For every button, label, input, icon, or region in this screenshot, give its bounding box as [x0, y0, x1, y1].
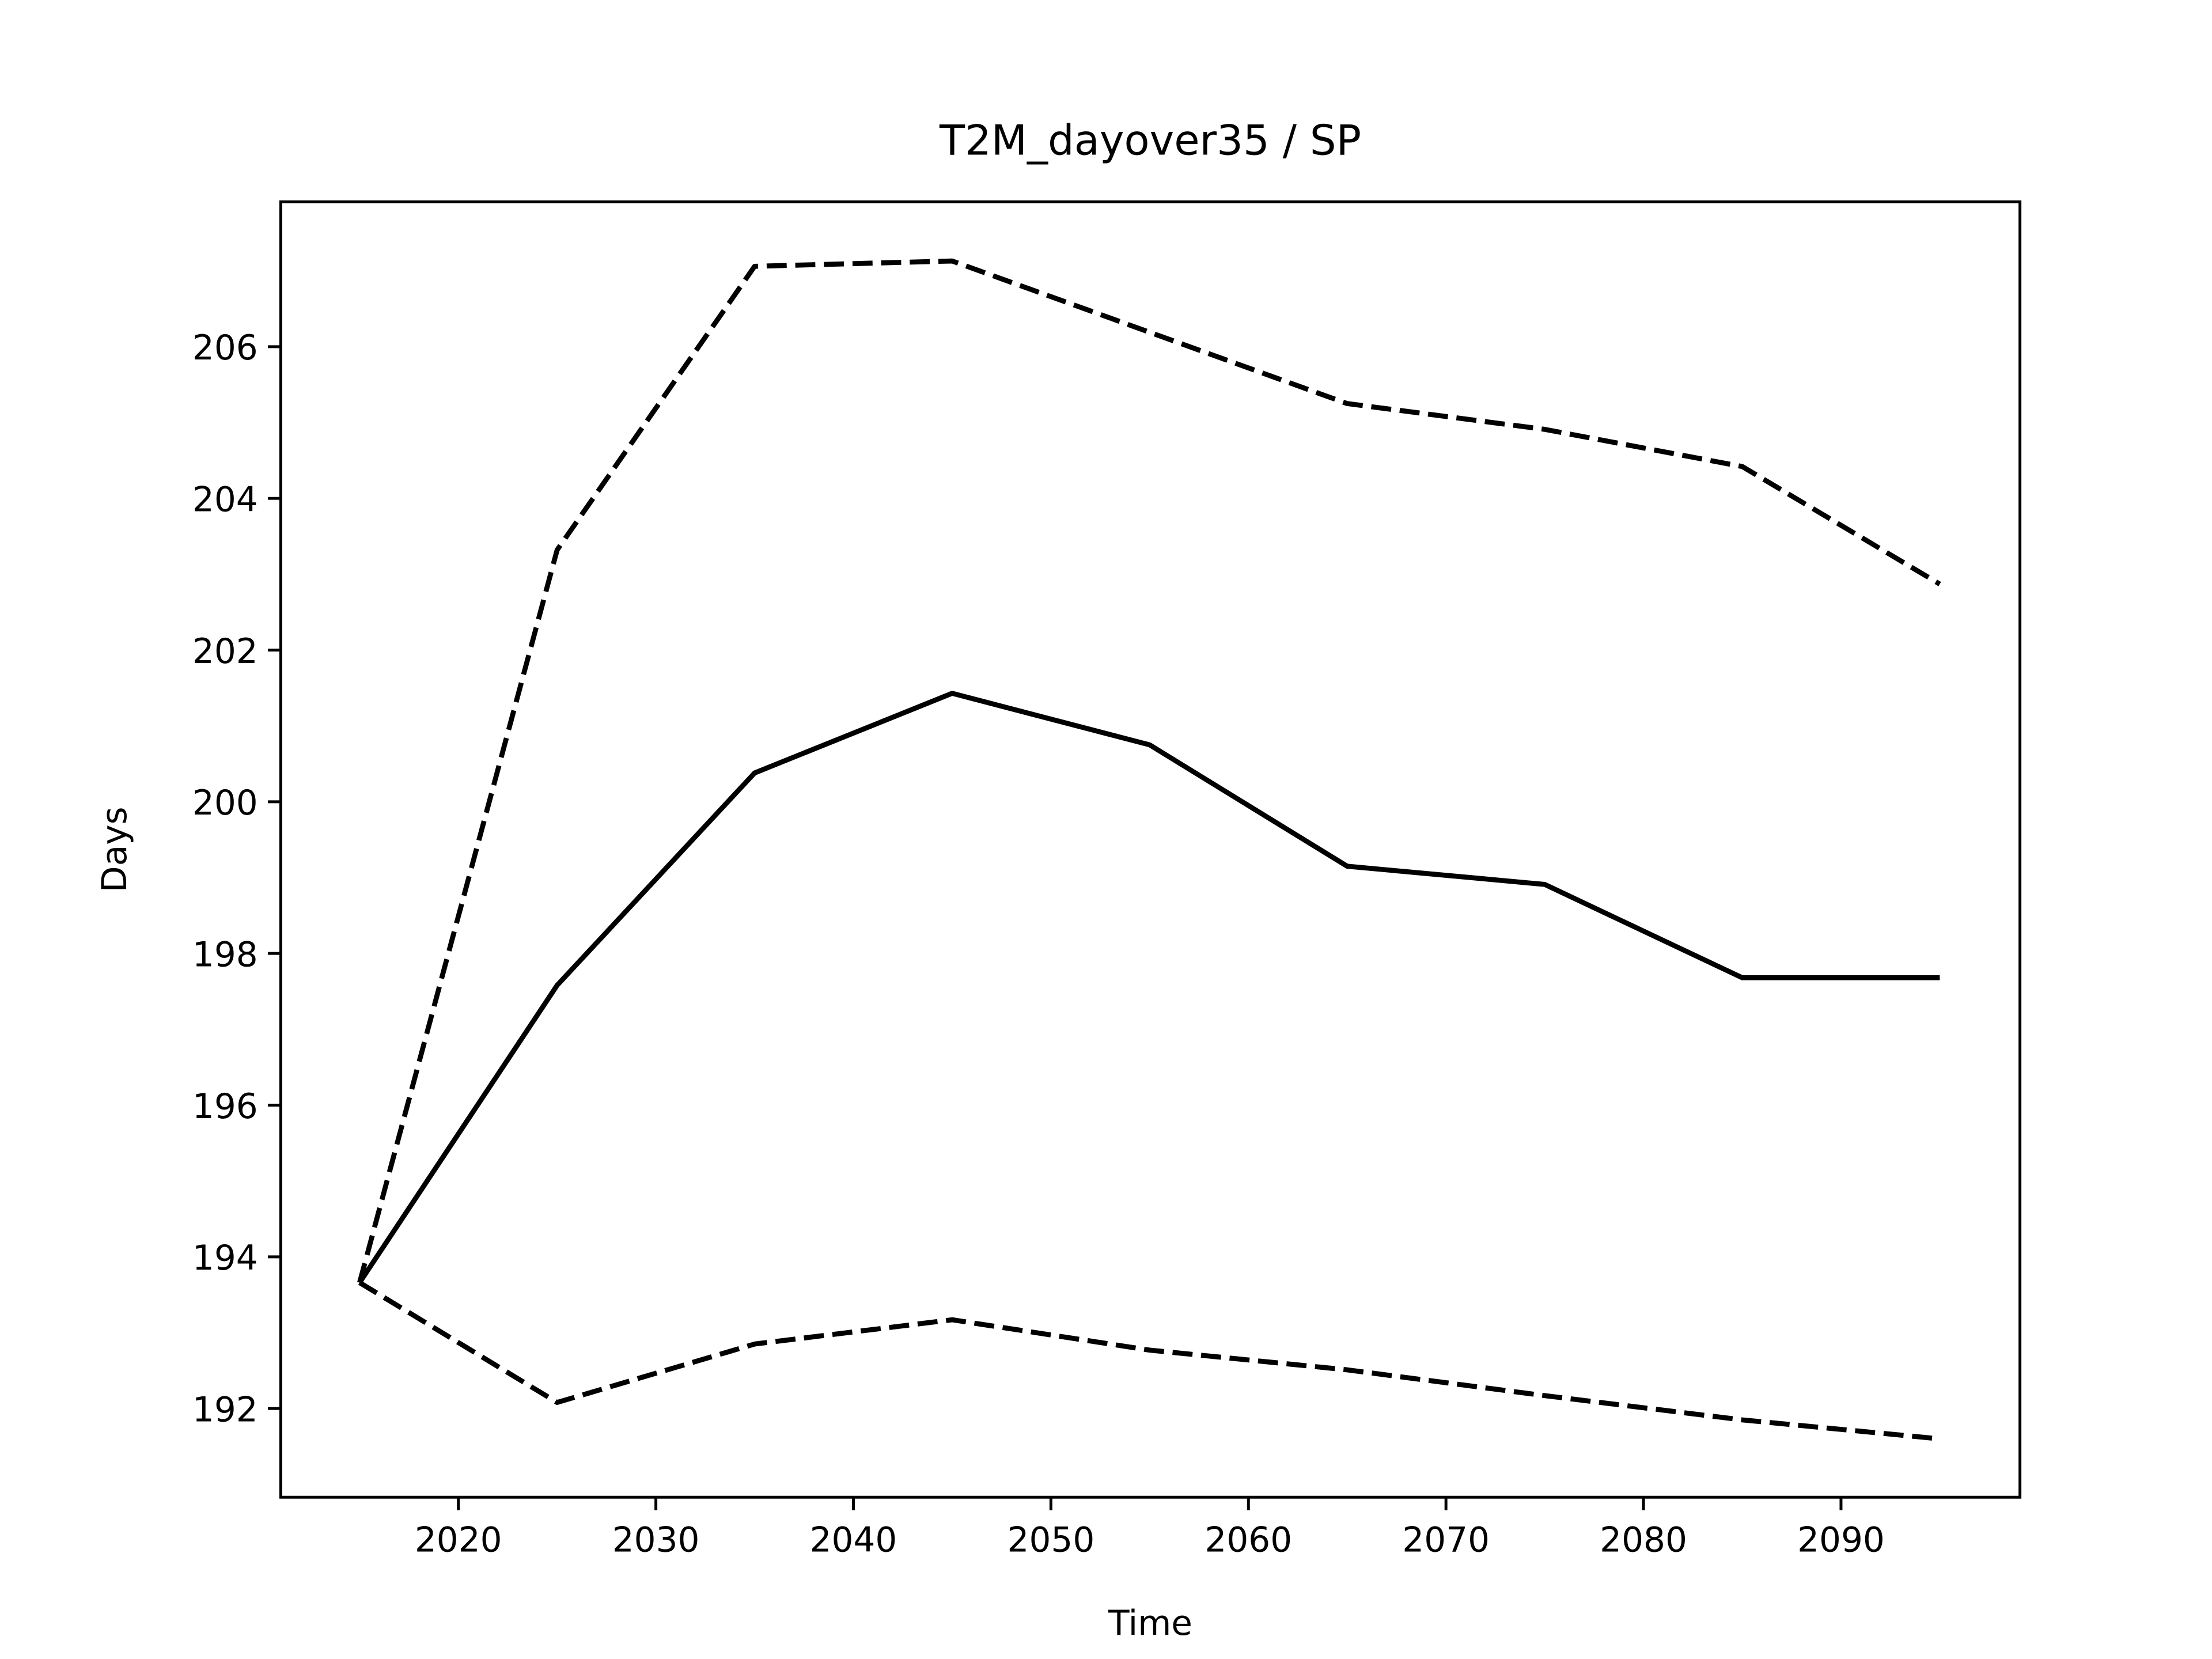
- y-tick-label: 200: [192, 783, 258, 823]
- x-tick-label: 2060: [1205, 1521, 1292, 1560]
- y-tick-label: 206: [192, 328, 258, 368]
- y-tick-label: 198: [192, 935, 258, 975]
- x-tick-label: 2090: [1797, 1521, 1885, 1560]
- x-axis-label: Time: [1108, 1604, 1192, 1643]
- x-tick-label: 2030: [612, 1521, 700, 1560]
- y-tick-label: 204: [192, 480, 258, 520]
- x-tick-label: 2050: [1007, 1521, 1095, 1560]
- x-tick-label: 2070: [1402, 1521, 1490, 1560]
- y-tick-label: 202: [192, 632, 258, 672]
- plot-frame: [279, 200, 2022, 1499]
- x-tick-label: 2040: [810, 1521, 897, 1560]
- line-series: [357, 691, 1940, 1285]
- chart-title: T2M_dayover35 / SP: [939, 116, 1361, 164]
- x-tick-label: 2080: [1600, 1521, 1687, 1560]
- y-tick-label: 192: [192, 1391, 258, 1430]
- line-series: [357, 258, 1941, 1283]
- y-axis-label: Days: [95, 806, 135, 892]
- x-tick-label: 2020: [415, 1521, 502, 1560]
- y-tick-label: 196: [192, 1087, 258, 1127]
- line-series: [358, 1280, 1940, 1442]
- y-tick-label: 194: [192, 1238, 258, 1278]
